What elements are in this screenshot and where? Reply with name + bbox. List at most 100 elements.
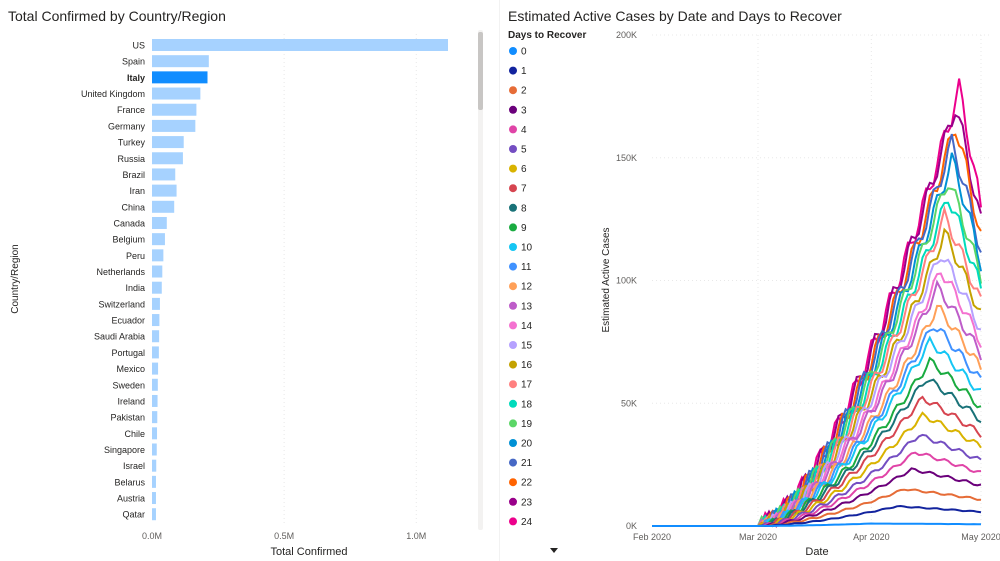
legend-label[interactable]: 14 [521,321,533,332]
legend-marker[interactable] [509,105,517,114]
legend-marker[interactable] [509,262,517,271]
bar[interactable] [152,200,175,213]
legend-marker[interactable] [509,47,517,55]
legend-marker[interactable] [509,125,517,134]
scroll-down-arrow-icon[interactable] [550,548,558,553]
legend-label[interactable]: 7 [521,184,527,195]
category-label: Germany [108,121,146,131]
legend-label[interactable]: 23 [521,497,533,508]
legend-label[interactable]: 8 [521,203,527,214]
legend-marker[interactable] [509,321,517,330]
legend-marker[interactable] [509,439,517,447]
bar[interactable] [152,152,183,165]
bar[interactable] [152,249,164,262]
legend-label[interactable]: 3 [521,105,527,116]
legend-label[interactable]: 0 [521,47,527,58]
bar[interactable] [152,330,160,343]
bar[interactable] [152,168,176,181]
bar[interactable] [152,103,197,116]
bar[interactable] [152,233,165,246]
bar[interactable] [152,297,160,310]
legend-marker[interactable] [509,497,517,506]
category-label: Belgium [112,235,145,245]
category-label: Spain [122,57,145,67]
panel-divider [499,0,500,561]
bar[interactable] [152,459,157,472]
bar[interactable] [152,443,157,456]
bar[interactable] [152,346,159,359]
legend-marker[interactable] [509,517,517,526]
series-line[interactable] [652,378,982,527]
legend-marker[interactable] [509,145,517,153]
legend-label[interactable]: 6 [521,164,527,175]
legend-marker[interactable] [509,164,517,173]
legend-marker[interactable] [509,360,517,369]
legend-marker[interactable] [509,399,517,408]
bar[interactable] [152,216,167,229]
bar[interactable] [152,87,201,100]
legend-label[interactable]: 15 [521,341,533,352]
legend-marker[interactable] [509,86,517,95]
bar[interactable] [152,411,158,424]
bar[interactable] [152,265,163,278]
legend-label[interactable]: 17 [521,380,533,391]
legend-marker[interactable] [509,184,517,193]
y-axis-title: Country/Region [10,244,21,313]
legend-label[interactable]: 1 [521,66,527,77]
legend-label[interactable]: 13 [521,301,533,312]
legend-marker[interactable] [509,478,517,487]
series-line[interactable] [652,335,982,527]
legend-label[interactable]: 5 [521,145,527,156]
line-chart: 0K 50K 100K 150K 200K Feb 2020 Mar 2020 Apr 202… [508,30,1000,558]
scrollbar-track[interactable] [478,30,483,530]
category-label: Canada [113,218,145,228]
category-label: Netherlands [96,267,145,277]
legend-marker[interactable] [509,243,517,251]
legend-marker[interactable] [509,458,517,467]
legend-label[interactable]: 16 [521,360,533,371]
bar[interactable] [152,508,156,521]
bar[interactable] [152,136,184,149]
legend-marker[interactable] [509,203,517,212]
bar[interactable] [152,281,162,294]
bar[interactable] [152,55,209,68]
bar[interactable] [152,394,158,407]
legend-label[interactable]: 20 [521,439,533,450]
legend-label[interactable]: 24 [521,517,533,528]
series-line[interactable] [652,204,982,528]
bar[interactable] [152,119,196,132]
legend-marker[interactable] [509,301,517,310]
legend-label[interactable]: 10 [521,243,533,254]
category-label: Iran [129,186,145,196]
bar[interactable] [152,184,177,197]
legend-label[interactable]: 22 [521,478,533,489]
series-line[interactable] [652,522,982,527]
bar[interactable] [152,362,159,375]
bar[interactable] [152,475,156,488]
category-label: Sweden [112,380,145,390]
bar[interactable] [152,71,208,84]
legend-label[interactable]: 18 [521,399,533,410]
legend-marker[interactable] [509,380,517,389]
legend-label[interactable]: 4 [521,125,527,136]
category-label: Austria [117,494,145,504]
legend-marker[interactable] [509,66,517,75]
legend-label[interactable]: 9 [521,223,527,234]
legend-marker[interactable] [509,282,517,291]
legend-label[interactable]: 12 [521,282,533,293]
bar[interactable] [152,314,160,327]
bar[interactable] [152,492,156,505]
bar[interactable] [152,378,158,391]
legend-marker[interactable] [509,419,517,428]
series-line[interactable] [652,304,982,528]
category-label: Qatar [122,510,145,520]
legend-label[interactable]: 2 [521,86,527,97]
legend-label[interactable]: 19 [521,419,533,430]
legend-label[interactable]: 11 [521,262,532,273]
bar[interactable] [152,39,448,51]
legend-marker[interactable] [509,223,517,232]
bar[interactable] [152,427,158,440]
scrollbar-thumb[interactable] [478,32,483,110]
legend-marker[interactable] [509,341,517,349]
legend-label[interactable]: 21 [521,458,533,469]
